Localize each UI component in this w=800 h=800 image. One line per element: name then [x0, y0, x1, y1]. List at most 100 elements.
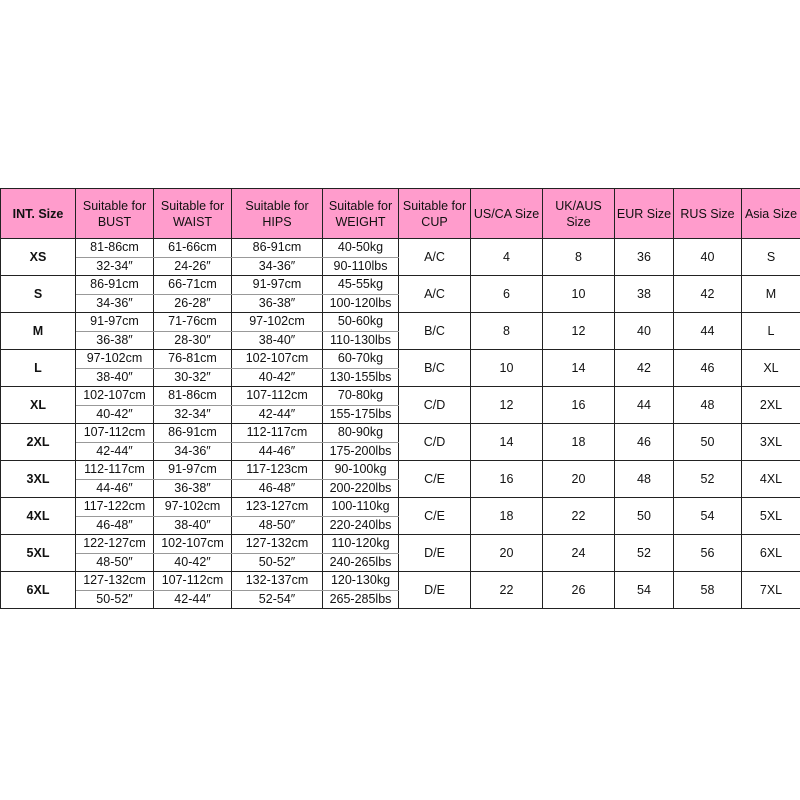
table-row: XL 102-107cm 81-86cm 107-112cm 70-80kg C/D 12 1…	[0, 386, 800, 424]
rus-cell: 54	[673, 497, 742, 535]
uk-cell: 14	[542, 349, 615, 387]
column-header: Suitable for WAIST	[153, 188, 232, 239]
table-row-sub: 44-46″ 36-38″ 46-48″ 200-220lbs	[1, 478, 800, 498]
eur-cell: 38	[614, 275, 674, 313]
uk-cell: 24	[542, 534, 615, 572]
bust-imperial-cell: 46-48″	[75, 515, 154, 535]
hips-cm-cell: 97-102cm	[231, 312, 323, 332]
weight-cm-cell: 110-120kg	[322, 534, 399, 554]
asia-cell: M	[741, 275, 800, 313]
weight-cm-cell: 45-55kg	[322, 275, 399, 295]
uk-cell: 16	[542, 386, 615, 424]
hips-imperial-cell: 42-44″	[231, 404, 323, 424]
weight-imperial-cell: 220-240lbs	[322, 515, 399, 535]
hips-cm-cell: 91-97cm	[231, 275, 323, 295]
column-header: Suitable for WEIGHT	[322, 188, 399, 239]
waist-imperial-cell: 36-38″	[153, 478, 232, 498]
weight-cm-cell: 80-90kg	[322, 423, 399, 443]
weight-imperial-cell: 90-110lbs	[322, 256, 399, 276]
table-row-sub: 42-44″ 34-36″ 44-46″ 175-200lbs	[1, 441, 800, 461]
header-row: INT. Size Suitable for BUST Suitable for W…	[0, 188, 800, 239]
waist-cm-cell: 71-76cm	[153, 312, 232, 332]
hips-cm-cell: 86-91cm	[231, 238, 323, 258]
waist-imperial-cell: 34-36″	[153, 441, 232, 461]
waist-cm-cell: 107-112cm	[153, 571, 232, 591]
bust-cm-cell: 97-102cm	[75, 349, 154, 369]
hips-imperial-cell: 52-54″	[231, 589, 323, 609]
cup-cell: A/C	[398, 238, 471, 276]
table-row: M 91-97cm 71-76cm 97-102cm 50-60kg B/C 8 12 40 44…	[0, 312, 800, 350]
bust-imperial-cell: 42-44″	[75, 441, 154, 461]
column-header: US/CA Size	[470, 188, 543, 239]
waist-cm-cell: 86-91cm	[153, 423, 232, 443]
bust-cm-cell: 112-117cm	[75, 460, 154, 480]
hips-cm-cell: 117-123cm	[231, 460, 323, 480]
hips-cm-cell: 112-117cm	[231, 423, 323, 443]
asia-cell: 3XL	[741, 423, 800, 461]
column-header: INT. Size	[0, 188, 76, 239]
table-row: 3XL 112-117cm 91-97cm 117-123cm 90-100kg C/E 1…	[0, 460, 800, 498]
cup-cell: D/E	[398, 571, 471, 609]
bust-cm-cell: 122-127cm	[75, 534, 154, 554]
hips-imperial-cell: 36-38″	[231, 293, 323, 313]
weight-imperial-cell: 155-175lbs	[322, 404, 399, 424]
waist-cm-cell: 76-81cm	[153, 349, 232, 369]
waist-imperial-cell: 26-28″	[153, 293, 232, 313]
hips-imperial-cell: 48-50″	[231, 515, 323, 535]
weight-cm-cell: 40-50kg	[322, 238, 399, 258]
int-size-cell: XS	[0, 238, 76, 276]
int-size-cell: M	[0, 312, 76, 350]
weight-imperial-cell: 130-155lbs	[322, 367, 399, 387]
waist-imperial-cell: 32-34″	[153, 404, 232, 424]
hips-imperial-cell: 34-36″	[231, 256, 323, 276]
int-size-cell: 6XL	[0, 571, 76, 609]
uk-cell: 22	[542, 497, 615, 535]
cup-cell: C/E	[398, 497, 471, 535]
rus-cell: 42	[673, 275, 742, 313]
int-size-cell: L	[0, 349, 76, 387]
cup-cell: C/E	[398, 460, 471, 498]
table-row: 6XL 127-132cm 107-112cm 132-137cm 120-130kg D…	[0, 571, 800, 609]
hips-imperial-cell: 38-40″	[231, 330, 323, 350]
weight-imperial-cell: 240-265lbs	[322, 552, 399, 572]
waist-imperial-cell: 38-40″	[153, 515, 232, 535]
uk-cell: 12	[542, 312, 615, 350]
waist-cm-cell: 81-86cm	[153, 386, 232, 406]
eur-cell: 40	[614, 312, 674, 350]
waist-imperial-cell: 40-42″	[153, 552, 232, 572]
asia-cell: S	[741, 238, 800, 276]
bust-cm-cell: 81-86cm	[75, 238, 154, 258]
hips-cm-cell: 102-107cm	[231, 349, 323, 369]
waist-imperial-cell: 30-32″	[153, 367, 232, 387]
rus-cell: 50	[673, 423, 742, 461]
int-size-cell: S	[0, 275, 76, 313]
bust-imperial-cell: 36-38″	[75, 330, 154, 350]
column-header: Suitable for CUP	[398, 188, 471, 239]
table-row: XS 81-86cm 61-66cm 86-91cm 40-50kg A/C 4 8 36 40 S	[0, 238, 800, 276]
us-cell: 18	[470, 497, 543, 535]
cup-cell: D/E	[398, 534, 471, 572]
uk-cell: 20	[542, 460, 615, 498]
cup-cell: C/D	[398, 423, 471, 461]
rus-cell: 44	[673, 312, 742, 350]
asia-cell: 6XL	[741, 534, 800, 572]
us-cell: 14	[470, 423, 543, 461]
hips-cm-cell: 127-132cm	[231, 534, 323, 554]
weight-imperial-cell: 175-200lbs	[322, 441, 399, 461]
bust-imperial-cell: 38-40″	[75, 367, 154, 387]
int-size-cell: 3XL	[0, 460, 76, 498]
eur-cell: 54	[614, 571, 674, 609]
asia-cell: 5XL	[741, 497, 800, 535]
table-row: 5XL 122-127cm 102-107cm 127-132cm 110-120kg D…	[0, 534, 800, 572]
column-header: Suitable for HIPS	[231, 188, 323, 239]
bust-imperial-cell: 50-52″	[75, 589, 154, 609]
bust-imperial-cell: 34-36″	[75, 293, 154, 313]
bust-cm-cell: 107-112cm	[75, 423, 154, 443]
size-chart-table: INT. Size Suitable for BUST Suitable for W…	[0, 188, 800, 609]
int-size-cell: 2XL	[0, 423, 76, 461]
asia-cell: XL	[741, 349, 800, 387]
uk-cell: 8	[542, 238, 615, 276]
eur-cell: 44	[614, 386, 674, 424]
cup-cell: B/C	[398, 312, 471, 350]
bust-cm-cell: 91-97cm	[75, 312, 154, 332]
